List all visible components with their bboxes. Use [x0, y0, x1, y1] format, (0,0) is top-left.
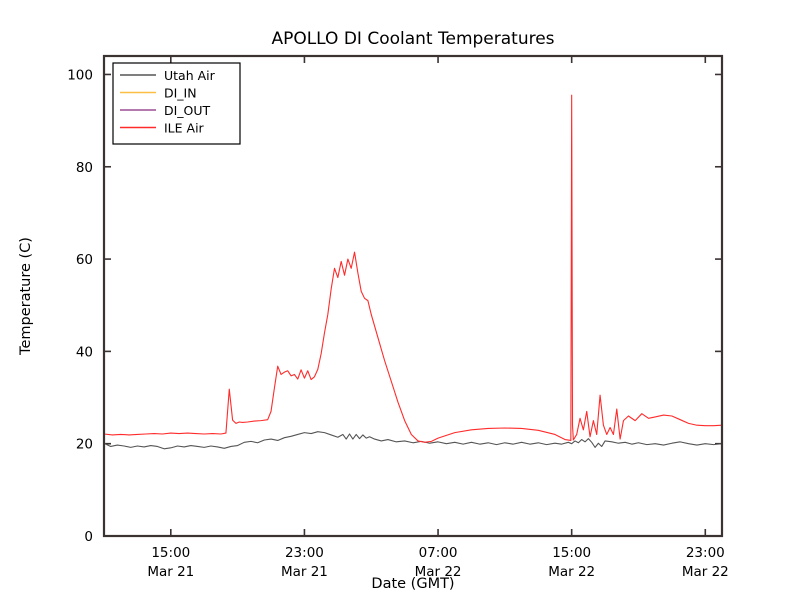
x-tick-time: 15:00 — [151, 545, 190, 561]
legend-label-ile-air[interactable]: ILE Air — [164, 121, 205, 136]
plot-frame — [102, 54, 724, 538]
x-tick-date: Mar 22 — [415, 564, 462, 580]
x-axis-label: Date (GMT) — [371, 576, 454, 592]
chart-title: APOLLO DI Coolant Temperatures — [271, 29, 554, 49]
series-line-utah-air — [104, 431, 722, 450]
y-tick-label: 40 — [76, 344, 93, 360]
x-tick-time: 23:00 — [285, 545, 324, 561]
y-axis-ticks: 0 20 40 60 80 100 — [67, 67, 722, 545]
legend-label-utah-air[interactable]: Utah Air — [164, 68, 216, 83]
y-tick-label: 20 — [76, 437, 93, 453]
x-tick-date: Mar 21 — [281, 564, 328, 580]
legend-label-di-out[interactable]: DI_OUT — [164, 103, 211, 118]
x-tick-date: Mar 22 — [682, 564, 729, 580]
series-lines — [104, 94, 722, 450]
legend-box — [112, 62, 241, 145]
x-tick-time: 07:00 — [419, 545, 458, 561]
y-tick-label: 0 — [84, 529, 93, 545]
legend-label-di-in[interactable]: DI_IN — [164, 86, 197, 101]
chart-legend[interactable]: Utah Air DI_IN DI_OUT ILE Air — [112, 62, 241, 145]
y-tick-label: 100 — [67, 67, 93, 83]
x-tick-date: Mar 22 — [548, 564, 595, 580]
series-line-ile-air — [104, 94, 722, 443]
y-tick-label: 60 — [76, 252, 93, 268]
x-tick-time: 23:00 — [686, 545, 725, 561]
x-tick-time: 15:00 — [552, 545, 591, 561]
x-axis-ticks: 15:00 Mar 21 23:00 Mar 21 07:00 Mar 22 15:00 Ma… — [147, 56, 729, 580]
x-tick-date: Mar 21 — [147, 564, 194, 580]
y-axis-label: Temperature (C) — [18, 237, 34, 356]
y-tick-label: 80 — [76, 160, 93, 176]
